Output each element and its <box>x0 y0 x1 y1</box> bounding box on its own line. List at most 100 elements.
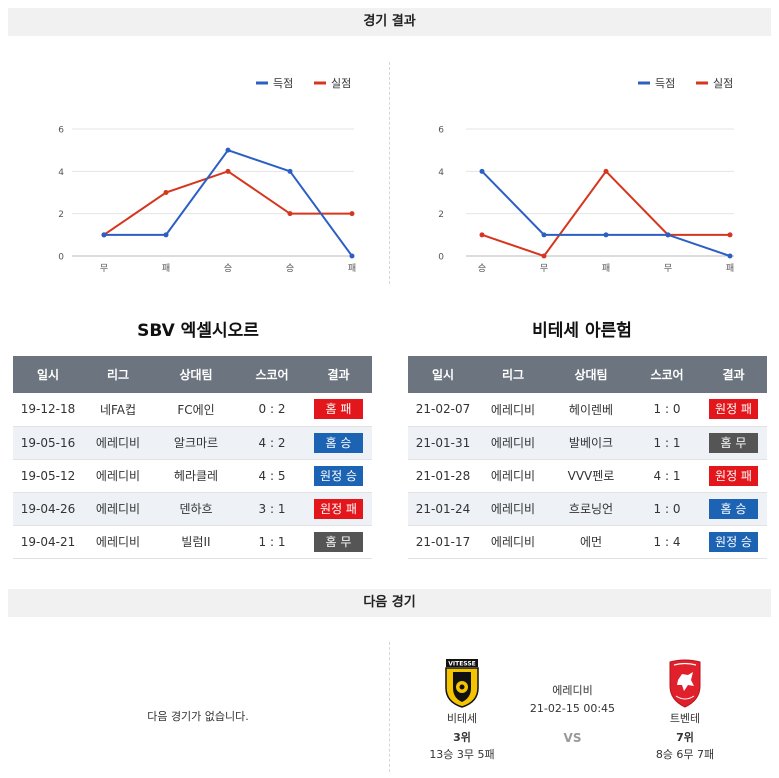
match-info: 에레디비 21-02-15 00:45 <box>520 682 625 715</box>
row-league: 에레디비 <box>478 426 548 460</box>
x-tick-label: 패 <box>348 263 356 274</box>
row-score: 1 : 0 <box>634 492 700 526</box>
row-date: 19-04-21 <box>13 525 83 559</box>
legend-conceded-label: 실점 <box>331 77 351 90</box>
row-result: 원정 패 <box>700 459 767 493</box>
legend-conceded-label: 실점 <box>713 77 733 90</box>
vitesse-crest-icon: VITESSE <box>445 659 479 708</box>
match-datetime: 21-02-15 00:45 <box>529 702 616 715</box>
table-row: 19-05-16 에레디비 알크마르 4 : 2 홈 승 <box>13 426 372 460</box>
right-team-chart: 0 2 4 6 승 무 패 무 패 득점 실점 <box>396 56 776 286</box>
data-point-conceded <box>479 232 485 238</box>
row-date: 21-01-24 <box>408 492 478 526</box>
row-opponent: 알크마르 <box>153 426 239 460</box>
data-point-scored <box>287 168 293 174</box>
header-result: 결과 <box>700 356 767 393</box>
x-tick-label: 패 <box>162 263 170 274</box>
row-league: 에레디비 <box>478 393 548 427</box>
x-tick-label: 무 <box>540 263 548 274</box>
data-point-scored <box>479 168 485 174</box>
row-opponent: 발베이크 <box>548 426 634 460</box>
y-tick-label: 4 <box>58 168 64 178</box>
away-team-name: 트벤테 <box>669 712 701 725</box>
row-date: 19-05-12 <box>13 459 83 493</box>
right-chart-svg: 0 2 4 6 승 무 패 무 패 득점 실점 <box>438 77 734 274</box>
away-team-block: 트벤테 7위 8승 6무 7패 <box>640 658 730 762</box>
row-opponent: 빌럼II <box>153 525 239 559</box>
header-result: 결과 <box>305 356 372 393</box>
row-league: 에레디비 <box>83 459 153 493</box>
row-league: 에레디비 <box>83 492 153 526</box>
row-date: 19-04-26 <box>13 492 83 526</box>
left-team-chart: 0 2 4 6 무 패 승 승 패 득점 실점 <box>0 56 380 286</box>
row-date: 21-01-28 <box>408 459 478 493</box>
row-result: 홈 승 <box>305 426 372 460</box>
header-opponent: 상대팀 <box>153 356 239 393</box>
x-tick-label: 패 <box>726 263 734 274</box>
row-score: 1 : 0 <box>634 393 700 427</box>
row-score: 1 : 4 <box>634 525 700 559</box>
left-team-title: SBV 엑셀시오르 <box>137 321 259 341</box>
result-badge: 원정 승 <box>709 531 758 552</box>
y-tick-label: 6 <box>58 126 64 136</box>
row-opponent: 헤이렌베 <box>548 393 634 427</box>
x-tick-label: 승 <box>286 263 294 274</box>
header-date: 일시 <box>408 356 478 393</box>
chart-divider <box>389 62 390 284</box>
no-next-match-text: 다음 경기가 없습니다. <box>147 710 249 723</box>
home-team-rank: 3위 <box>453 731 471 744</box>
row-opponent: 덴하흐 <box>153 492 239 526</box>
match-league: 에레디비 <box>552 684 593 697</box>
result-badge: 원정 패 <box>709 399 758 420</box>
row-league: 에레디비 <box>478 525 548 559</box>
row-league: 에레디비 <box>83 525 153 559</box>
row-league: 에레디비 <box>478 492 548 526</box>
row-result: 홈 무 <box>305 525 372 559</box>
row-result: 원정 패 <box>305 492 372 526</box>
data-point-conceded <box>163 190 169 195</box>
row-result: 원정 승 <box>305 459 372 493</box>
table-row: 21-01-28 에레디비 VVV펜로 4 : 1 원정 패 <box>408 459 767 493</box>
data-point-scored <box>541 232 547 238</box>
header-league: 리그 <box>83 356 153 393</box>
row-result: 원정 승 <box>700 525 767 559</box>
y-tick-label: 4 <box>438 168 444 178</box>
row-result: 홈 승 <box>700 492 767 526</box>
data-point-scored <box>225 147 231 153</box>
right-team-title: 비테세 아른험 <box>532 321 632 341</box>
results-section-header: 경기 결과 <box>8 8 771 36</box>
row-date: 21-02-07 <box>408 393 478 427</box>
left-results-table: 일시 리그 상대팀 스코어 결과 19-12-18 네FA컵 FC에인 0 : 2 홈 … <box>13 356 372 559</box>
data-point-conceded <box>225 168 231 174</box>
right-results-table: 일시 리그 상대팀 스코어 결과 21-02-07 에레디비 헤이렌베 1 : 0 원정… <box>408 356 767 559</box>
result-badge: 홈 무 <box>709 432 758 453</box>
row-score: 4 : 5 <box>239 459 305 493</box>
legend-scored-label: 득점 <box>655 77 675 90</box>
data-point-scored <box>101 232 107 238</box>
data-point-conceded <box>349 211 355 217</box>
y-tick-label: 0 <box>438 253 444 263</box>
header-league: 리그 <box>478 356 548 393</box>
row-opponent: 흐로닝언 <box>548 492 634 526</box>
y-tick-label: 2 <box>58 210 64 220</box>
table-row: 19-04-26 에레디비 덴하흐 3 : 1 원정 패 <box>13 492 372 526</box>
table-header-row: 일시 리그 상대팀 스코어 결과 <box>13 356 372 393</box>
table-row: 19-04-21 에레디비 빌럼II 1 : 1 홈 무 <box>13 525 372 559</box>
row-date: 19-12-18 <box>13 393 83 427</box>
result-badge: 홈 무 <box>314 531 363 552</box>
row-date: 21-01-31 <box>408 426 478 460</box>
twente-crest-icon <box>669 659 701 708</box>
result-badge: 원정 패 <box>709 465 758 486</box>
data-point-conceded <box>727 232 733 238</box>
svg-text:VITESSE: VITESSE <box>448 661 476 668</box>
home-team-record: 13승 3무 5패 <box>429 748 495 761</box>
row-date: 21-01-17 <box>408 525 478 559</box>
y-tick-label: 0 <box>58 253 64 263</box>
header-opponent: 상대팀 <box>548 356 634 393</box>
away-team-rank: 7위 <box>676 731 694 744</box>
table-row: 19-05-12 에레디비 헤라클레 4 : 5 원정 승 <box>13 459 372 493</box>
x-tick-label: 무 <box>664 263 672 274</box>
x-tick-label: 승 <box>224 263 232 274</box>
result-badge: 홈 패 <box>314 399 363 420</box>
x-tick-label: 패 <box>602 263 610 274</box>
